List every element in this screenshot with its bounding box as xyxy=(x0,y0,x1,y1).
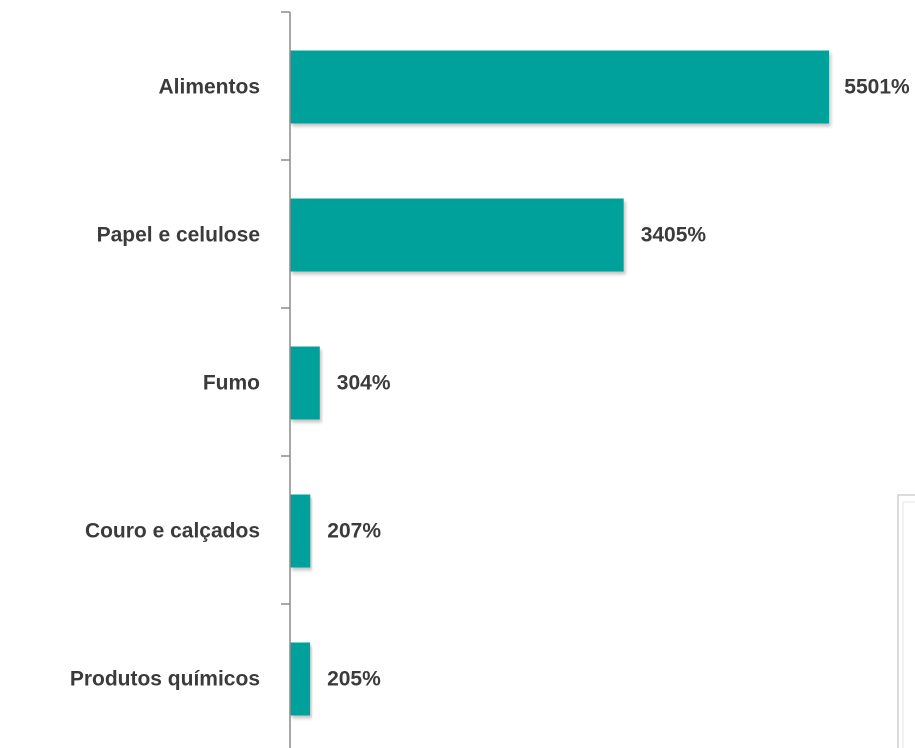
background-panel xyxy=(897,494,915,748)
bar-produtos-quimicos xyxy=(290,642,311,716)
category-label-produtos-quimicos: Produtos químicos xyxy=(70,668,260,691)
value-label-produtos-quimicos: 205% xyxy=(327,668,381,691)
bar-fumo xyxy=(290,346,320,420)
category-label-fumo: Fumo xyxy=(203,372,260,395)
category-axis xyxy=(281,11,291,748)
value-label-papel-e-celulose: 3405% xyxy=(641,224,707,247)
value-label-fumo: 304% xyxy=(337,372,391,395)
category-label-alimentos: Alimentos xyxy=(158,76,260,99)
category-label-papel-e-celulose: Papel e celulose xyxy=(97,224,260,247)
value-label-couro-e-calcados: 207% xyxy=(327,520,381,543)
value-label-alimentos: 5501% xyxy=(844,76,910,99)
category-label-couro-e-calcados: Couro e calçados xyxy=(85,520,260,543)
bar-alimentos xyxy=(290,50,829,124)
bars-layer xyxy=(290,50,829,716)
bar-couro-e-calcados xyxy=(290,494,311,568)
labels-layer: Alimentos 5501% Papel e celulose 3405% Fumo 3… xyxy=(70,76,910,691)
bar-papel-e-celulose xyxy=(290,198,624,272)
